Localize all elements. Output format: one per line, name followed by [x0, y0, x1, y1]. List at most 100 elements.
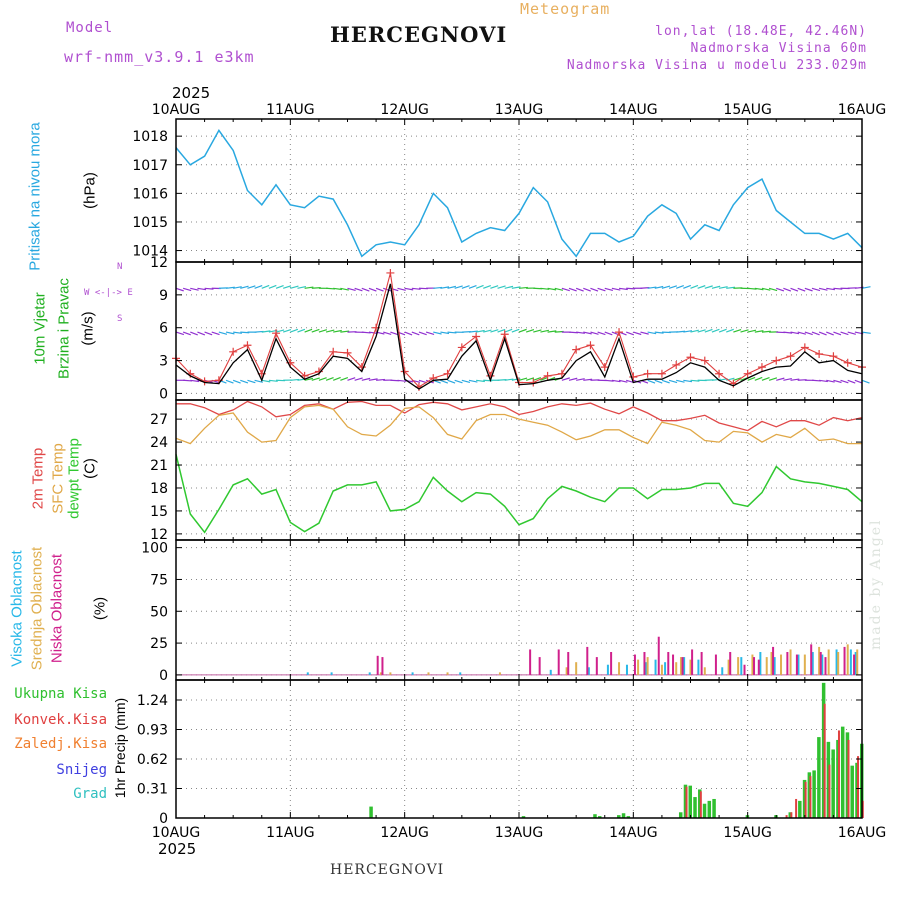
- cloud-ytick-label: 100: [141, 541, 168, 557]
- pressure-ytick-label: 1016: [132, 186, 168, 202]
- wind-barb: [818, 331, 827, 336]
- wind-barb: [654, 331, 664, 334]
- wind-gust-marker: [815, 350, 824, 358]
- panel-frame-4: [175, 679, 863, 819]
- wind-gust-marker: [557, 369, 566, 378]
- wind-gust-marker: [772, 356, 781, 365]
- precip-conv-bar: [809, 776, 812, 818]
- cloud-bar: [795, 654, 798, 675]
- wind-barb: [440, 331, 450, 335]
- wind-barb: [240, 379, 249, 384]
- cloud-bar: [700, 652, 703, 675]
- precip-total-bar: [702, 803, 707, 818]
- cloud-bar: [446, 672, 449, 675]
- wind-barb: [668, 379, 678, 384]
- wind-barb: [297, 328, 306, 333]
- wind-barb: [533, 376, 542, 381]
- precip-conv-bar: [828, 764, 831, 818]
- wind-barb: [468, 284, 477, 289]
- cloud-bar: [557, 649, 560, 675]
- wind-gust-marker: [629, 373, 638, 381]
- wind-barb: [518, 286, 528, 289]
- wind-barb: [240, 285, 249, 289]
- wind-barb: [576, 378, 585, 381]
- wind-barb: [476, 329, 485, 333]
- wind-gust-marker: [472, 332, 481, 341]
- wind-barb: [497, 285, 506, 289]
- precip-total-bar: [802, 779, 807, 818]
- temp-ytick-label: 15: [150, 504, 168, 520]
- wind-barb: [861, 286, 871, 289]
- wind-barb: [447, 379, 456, 384]
- cloud-bar: [306, 672, 309, 675]
- wind-barb: [790, 287, 799, 292]
- wind-barb: [182, 331, 191, 336]
- wind-barb: [518, 328, 527, 333]
- wind-barb: [647, 379, 656, 384]
- wind-barb: [676, 379, 685, 383]
- wind-barb: [654, 379, 663, 384]
- wind-barb: [318, 377, 327, 381]
- precip-conv-bar: [699, 791, 702, 818]
- precip-total-bar: [617, 815, 621, 818]
- wind-barb: [783, 331, 793, 334]
- cloud-bar: [575, 662, 578, 675]
- wind-barb: [568, 377, 578, 381]
- wind-barb: [547, 330, 557, 333]
- cloud-bar: [637, 659, 640, 675]
- cloud-bar: [759, 652, 762, 675]
- wind-barb: [290, 285, 299, 289]
- cloud-bar: [586, 646, 589, 675]
- wind-barb: [633, 331, 642, 336]
- wind-gust-marker: [457, 343, 466, 352]
- wind-barb: [190, 287, 199, 291]
- wind-barb: [461, 285, 470, 289]
- precip-ytick-label: 0.93: [137, 722, 168, 738]
- temp-ytick-label: 24: [150, 435, 168, 451]
- wind-barb: [340, 330, 350, 333]
- wind-barb: [661, 285, 671, 289]
- precip-conv-bar: [804, 781, 807, 818]
- cloud-bar: [780, 654, 783, 675]
- precip-conv-bar: [795, 798, 798, 818]
- wind-barb: [304, 328, 313, 333]
- wind-barb: [411, 331, 420, 336]
- wind-barb: [540, 329, 549, 333]
- wind-barb: [704, 285, 713, 289]
- wind-barb: [604, 287, 614, 292]
- wind-barb: [854, 379, 863, 384]
- model-name: wrf-nmm_v3.9.1 e3km: [64, 48, 255, 66]
- wind-barb: [568, 287, 577, 292]
- wind-barb: [847, 331, 856, 335]
- wind-barb: [218, 331, 228, 335]
- cloud-bar: [837, 652, 840, 675]
- wind-gust-marker: [229, 347, 238, 356]
- wind-barb: [861, 331, 871, 334]
- x-tick-label-top: 16AUG: [838, 102, 887, 118]
- precip-total-bar: [855, 762, 859, 818]
- cloud-ytick-label: 25: [150, 636, 168, 652]
- cloud-bar: [654, 659, 657, 675]
- wind-barb: [826, 379, 835, 383]
- wind-barb: [490, 285, 499, 289]
- cloud-bar: [789, 649, 792, 675]
- wind-barb: [861, 379, 870, 384]
- wind-barb: [411, 287, 421, 290]
- wind-barb: [268, 379, 278, 382]
- wind-barb: [833, 379, 842, 384]
- cloud-bar: [664, 662, 667, 675]
- wind-barb: [733, 377, 742, 381]
- cloud-bar: [843, 646, 846, 675]
- wind-barb: [790, 331, 800, 335]
- precip-total-bar: [798, 800, 802, 818]
- wind-barb: [747, 287, 757, 290]
- wind-barb: [332, 376, 341, 381]
- wind-barb: [540, 376, 549, 381]
- x-tick-label-bottom: 16AUG: [838, 825, 887, 841]
- precip-conv-bar: [847, 739, 850, 818]
- wind-barb: [733, 328, 742, 333]
- wind-gust-marker: [786, 352, 795, 361]
- cloud-bar: [810, 644, 813, 675]
- x-tick-label-bottom: 13AUG: [495, 825, 544, 841]
- cloud-bar: [753, 657, 756, 675]
